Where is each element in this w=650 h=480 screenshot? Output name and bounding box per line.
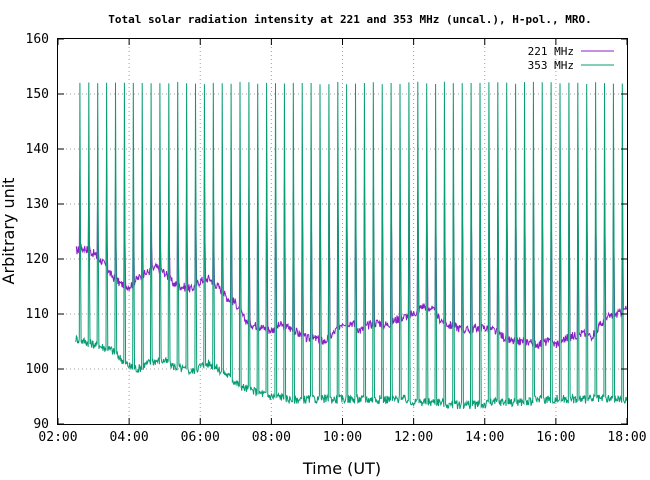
y-tick-label: 100 [26,362,49,377]
y-axis-label: Arbitrary unit [0,178,18,285]
series-layer [75,81,628,410]
x-tick-label: 16:00 [536,430,575,445]
plot-frame [57,38,628,425]
y-tick-label: 150 [26,87,49,102]
grid [58,39,627,424]
x-tick-label: 18:00 [607,430,646,445]
y-tick-label: 90 [33,417,49,432]
x-tick-label: 02:00 [38,430,77,445]
legend-label: 353 MHz [528,59,574,72]
y-tick-label: 120 [26,252,49,267]
y-tick-label: 130 [26,197,49,212]
x-tick-label: 06:00 [181,430,220,445]
series-line-353-mhz [75,81,628,410]
x-axis-label: Time (UT) [302,459,381,478]
x-tick-label: 14:00 [465,430,504,445]
y-tick-label: 140 [26,142,49,157]
x-tick-label: 12:00 [394,430,433,445]
x-tick-label: 10:00 [323,430,362,445]
y-tick-label: 110 [26,307,49,322]
tick-layer: 02:00 04:00 06:00 08:00 10:00 12:00 14:00 16:00… [26,32,647,445]
chart-title: Total solar radiation intensity at 221 a… [108,13,591,26]
series-line-221-mhz [75,167,628,349]
x-tick-label: 08:00 [252,430,291,445]
x-tick-label: 04:00 [110,430,149,445]
y-tick-label: 160 [26,32,49,47]
legend-label: 221 MHz [528,45,574,58]
